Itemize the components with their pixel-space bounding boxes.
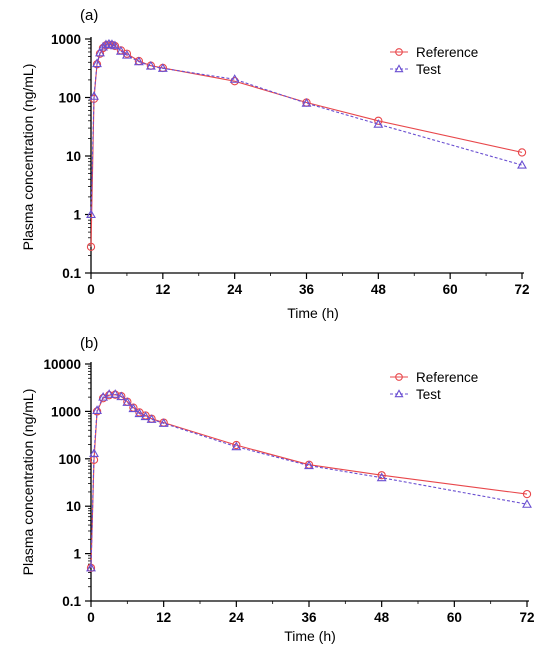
x-tick-label: 48: [371, 282, 387, 297]
x-tick-label: 72: [514, 282, 529, 297]
y-tick-label: 1000: [51, 404, 81, 419]
data-point-test: [109, 40, 120, 50]
panel-label: (b): [80, 335, 98, 352]
series-reference: [86, 40, 527, 251]
data-point-reference: [377, 471, 386, 480]
data-point-reference: [92, 407, 102, 416]
x-tick-label: 48: [374, 610, 390, 625]
legend-label: Test: [416, 387, 441, 402]
legend: Reference Test: [390, 45, 478, 77]
data-point-test: [158, 418, 169, 427]
legend-marker: [394, 64, 404, 73]
legend: Reference Test: [390, 370, 478, 402]
data-point-test: [89, 91, 99, 100]
data-point-test: [145, 60, 156, 70]
data-point-test: [92, 58, 102, 68]
data-point-test: [116, 391, 127, 401]
data-point-test: [373, 119, 384, 128]
x-tick-label: 72: [519, 610, 534, 625]
data-point-test: [229, 74, 240, 83]
legend-marker: [395, 48, 403, 56]
data-point-test: [134, 408, 145, 418]
series-test: [86, 389, 532, 572]
y-tick-label: 0.1: [62, 594, 81, 609]
legend-label: Reference: [416, 370, 478, 385]
y-tick-label: 10: [66, 499, 81, 514]
y-tick-label: 10000: [43, 357, 81, 372]
panel-label: (a): [80, 7, 98, 24]
x-tick-label: 12: [156, 610, 171, 625]
data-point-test: [140, 411, 151, 421]
series-line-reference: [90, 394, 528, 568]
data-point-test: [115, 46, 126, 55]
data-point-test: [128, 403, 139, 413]
data-point-test: [121, 50, 132, 59]
y-axis-title: Plasma concentration (ng/mL): [20, 64, 36, 251]
x-axis-title: Time (h): [284, 628, 336, 644]
data-point-reference: [86, 242, 96, 251]
x-tick-label: 60: [447, 610, 462, 625]
y-tick-label: 1: [73, 547, 81, 562]
x-tick-label: 60: [443, 282, 458, 297]
x-tick-label: 36: [301, 610, 317, 625]
data-point-test: [304, 460, 314, 470]
x-tick-label: 12: [155, 282, 170, 297]
data-point-test: [231, 441, 242, 451]
data-point-test: [517, 159, 527, 169]
x-tick-label: 24: [227, 282, 243, 297]
y-axis-title: Plasma concentration (ng/mL): [20, 389, 36, 576]
data-point-test: [146, 414, 157, 423]
series-line-reference: [90, 44, 523, 247]
y-tick-label: 1000: [51, 32, 81, 47]
x-axis-title: Time (h): [287, 305, 339, 321]
data-point-test: [110, 389, 121, 398]
data-point-reference: [232, 440, 241, 450]
x-tick-label: 0: [87, 282, 95, 297]
x-tick-label: 24: [229, 610, 245, 625]
legend-marker: [394, 389, 404, 398]
series-reference: [86, 390, 532, 573]
y-tick-label: 0.1: [62, 266, 81, 281]
data-point-test: [522, 499, 532, 508]
y-tick-label: 1: [73, 208, 81, 223]
data-point-test: [101, 39, 111, 49]
data-point-test: [376, 472, 387, 482]
data-point-test: [157, 63, 168, 72]
data-point-reference: [374, 116, 383, 125]
series-line-test: [90, 393, 528, 568]
chart-panel-1: (a) 0.1 1 10 100 1000 0 12 24 36 48 60 72 Time (h) Pla…: [20, 7, 530, 321]
data-point-test: [86, 209, 96, 219]
y-tick-label: 100: [58, 91, 81, 106]
data-point-test: [122, 397, 133, 406]
data-point-reference: [522, 489, 532, 499]
chart-panel-2: (b) 0.1 1 10 100 1000 10000 0 12 24 36 48 60 72 Time (…: [20, 335, 535, 644]
x-tick-label: 0: [87, 610, 95, 625]
legend-label: Reference: [416, 45, 478, 60]
legend-label: Test: [416, 62, 441, 77]
data-point-test: [89, 448, 99, 457]
x-tick-label: 36: [299, 282, 315, 297]
data-point-test: [104, 389, 115, 398]
data-point-test: [95, 47, 105, 57]
y-tick-label: 100: [58, 452, 81, 467]
data-point-test: [92, 405, 103, 414]
data-point-reference: [517, 148, 527, 157]
legend-marker: [395, 373, 403, 381]
y-tick-label: 10: [66, 149, 81, 164]
data-point-test: [86, 562, 96, 572]
data-point-test: [301, 98, 312, 107]
data-point-test: [133, 56, 144, 66]
series-test: [86, 38, 527, 219]
